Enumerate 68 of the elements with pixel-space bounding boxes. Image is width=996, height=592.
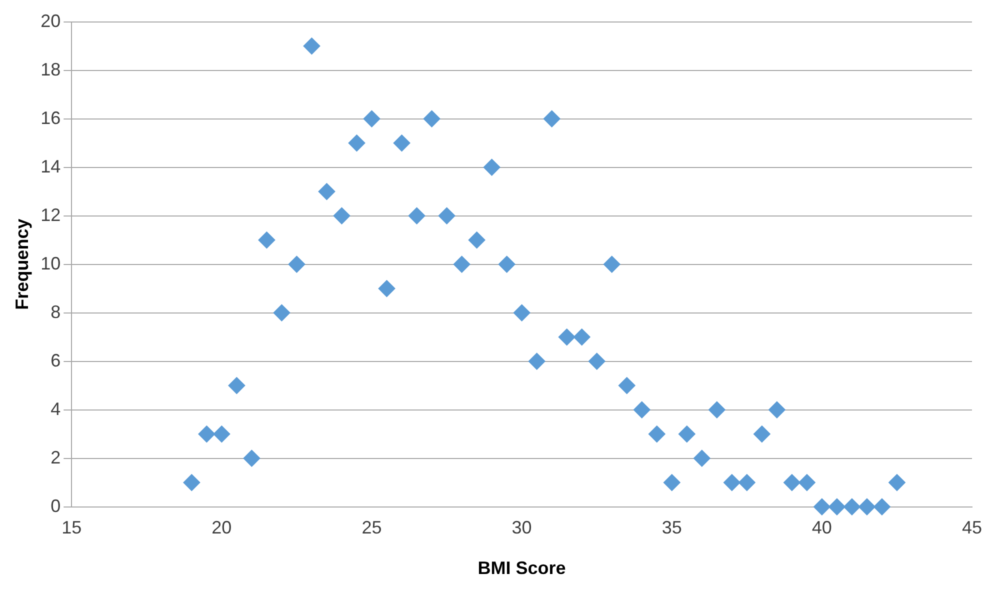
x-tick-label: 45 [962,518,982,538]
x-tick-label: 35 [662,518,682,538]
y-tick-label: 20 [40,10,61,31]
point [738,474,756,492]
x-axis-title: BMI Score [478,558,566,578]
point [768,401,786,418]
point [888,474,906,492]
point [198,426,216,443]
point [438,207,456,224]
point [453,256,470,273]
point [678,426,696,443]
y-tick-label: 2 [50,447,61,468]
point [393,134,410,152]
point [363,110,380,128]
y-tick-label: 8 [50,302,61,322]
point [228,377,246,394]
x-tick-label: 25 [362,518,382,538]
y-tick-label: 6 [50,350,61,370]
point [423,110,440,128]
point [498,256,516,273]
y-tick-label: 10 [40,253,61,274]
x-tick-label: 30 [512,518,532,538]
point [318,183,336,200]
point [243,450,260,467]
y-tick-label: 4 [50,398,61,419]
point [348,134,366,152]
x-tick-label: 20 [212,518,232,538]
point [183,474,200,492]
point [483,158,500,176]
point [258,232,276,249]
point [828,498,846,516]
y-tick-label: 16 [40,108,61,128]
point [873,498,890,516]
y-tick-label: 14 [40,156,61,176]
point [708,401,726,418]
y-tick-label: 18 [40,59,61,80]
point [843,498,860,516]
point [468,232,486,249]
point [723,474,740,492]
point [648,426,666,443]
y-tick-label: 12 [40,204,61,225]
point [693,450,710,467]
point [558,328,576,346]
point [303,38,320,55]
point [573,328,590,346]
point [618,377,636,394]
x-tick-label: 15 [62,518,82,538]
y-axis-title: Frequency [12,218,32,310]
x-tick-label: 40 [812,518,832,538]
point [813,498,830,516]
point [513,304,530,322]
point [408,207,426,224]
point [633,401,650,418]
point [603,256,620,273]
point [378,280,396,298]
point [783,474,800,492]
point [333,207,350,224]
point [858,498,876,516]
point [273,304,290,322]
point [588,352,606,370]
y-tick-label: 0 [50,496,61,516]
point [288,256,306,273]
point [213,426,230,443]
point [798,474,816,492]
point [543,110,560,128]
point [753,426,770,443]
point [663,474,680,492]
point [528,352,546,370]
